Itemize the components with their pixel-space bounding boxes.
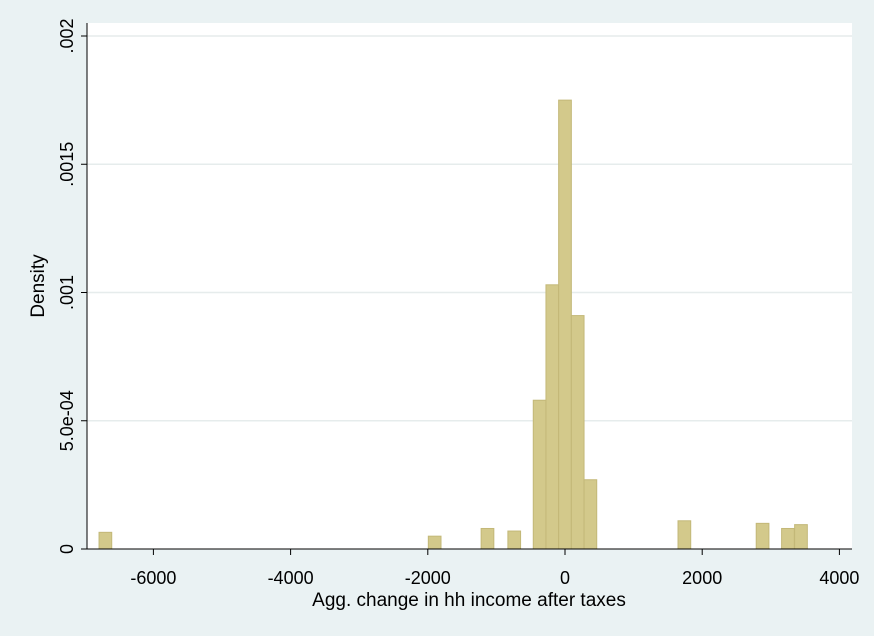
histogram-bar bbox=[545, 284, 560, 550]
y-tick-label: 5.0e-04 bbox=[57, 390, 77, 451]
y-axis-title: Density bbox=[28, 254, 49, 318]
histogram-bar bbox=[507, 530, 522, 550]
y-tick-label: .0015 bbox=[57, 142, 77, 187]
histogram-bar bbox=[558, 99, 572, 550]
y-ticks: 0 5.0e-04 .001 .0015 .002 bbox=[57, 18, 87, 554]
histogram-bar bbox=[98, 531, 113, 550]
axes bbox=[86, 23, 852, 550]
histogram-bar bbox=[480, 527, 495, 550]
x-tick-label: -6000 bbox=[130, 568, 176, 588]
grid-lines bbox=[87, 35, 852, 422]
x-axis-title: Agg. change in hh income after taxes bbox=[312, 590, 626, 611]
histogram-bar bbox=[583, 479, 598, 550]
x-tick-label: 4000 bbox=[819, 568, 859, 588]
x-tick-label: -2000 bbox=[405, 568, 451, 588]
histogram-bar bbox=[755, 522, 770, 550]
histogram-bars bbox=[98, 99, 808, 550]
y-tick-label: .002 bbox=[57, 18, 77, 53]
plot-area bbox=[87, 23, 852, 549]
y-tick-label: 0 bbox=[57, 544, 77, 554]
histogram-bar bbox=[781, 527, 795, 550]
y-tick-label: .001 bbox=[57, 275, 77, 310]
histogram-bar bbox=[532, 399, 547, 550]
x-tick-label: 2000 bbox=[682, 568, 722, 588]
x-tick-label: -4000 bbox=[268, 568, 314, 588]
x-ticks: -6000 -4000 -2000 0 2000 4000 bbox=[130, 549, 859, 588]
histogram-bar bbox=[794, 524, 808, 550]
histogram-bar bbox=[677, 520, 692, 550]
histogram-bar bbox=[427, 535, 442, 550]
x-tick-label: 0 bbox=[560, 568, 570, 588]
histogram-bar bbox=[570, 315, 585, 550]
